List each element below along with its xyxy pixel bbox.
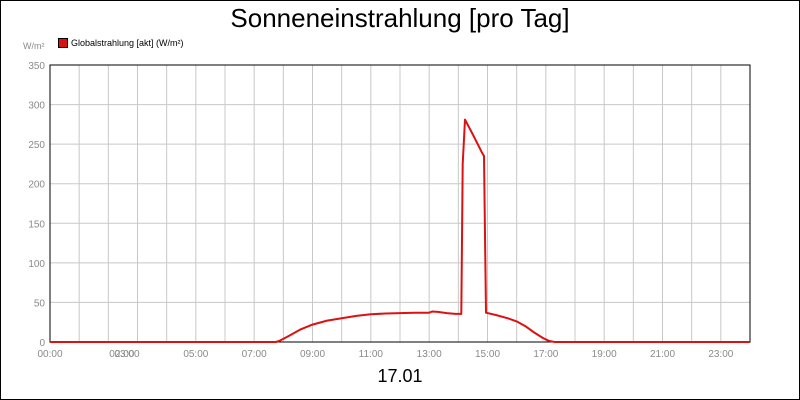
x-tick-label: 23:00 xyxy=(708,349,733,360)
x-tick-label: 05:00 xyxy=(183,349,208,360)
plot-border xyxy=(49,64,751,343)
y-tick-label: 250 xyxy=(28,140,45,151)
x-tick-label: 03:00 xyxy=(115,349,140,360)
x-tick-label: 17:00 xyxy=(533,349,558,360)
x-tick-label: 02:00 xyxy=(109,349,134,360)
x-tick-label: 13:00 xyxy=(417,349,442,360)
y-tick-label: 50 xyxy=(34,298,46,309)
x-tick-label: 11:00 xyxy=(359,349,384,360)
x-tick-label: 09:00 xyxy=(300,349,325,360)
x-tick-label: 21:00 xyxy=(650,349,675,360)
x-tick-label: 19:00 xyxy=(592,349,617,360)
legend-label: Globalstrahlung [akt] (W/m²) xyxy=(71,38,184,48)
x-tick-label: 00:00 xyxy=(37,349,62,360)
series-line xyxy=(50,118,750,343)
x-tick-label: 07:00 xyxy=(242,349,267,360)
y-tick-label: 150 xyxy=(28,219,45,230)
y-tick-label: 300 xyxy=(28,101,45,112)
x-axis-date-label: 17.01 xyxy=(377,366,423,386)
x-tick-label: 15:00 xyxy=(475,349,500,360)
legend: Globalstrahlung [akt] (W/m²) xyxy=(58,38,184,48)
y-axis-unit-label: W/m² xyxy=(23,41,45,51)
y-tick-label: 200 xyxy=(28,180,45,191)
chart-title: Sonneneinstrahlung [pro Tag] xyxy=(230,3,570,33)
y-tick-label: 100 xyxy=(28,259,45,270)
y-tick-label: 350 xyxy=(28,61,45,72)
legend-swatch xyxy=(58,38,68,48)
y-tick-label: 0 xyxy=(39,338,45,349)
